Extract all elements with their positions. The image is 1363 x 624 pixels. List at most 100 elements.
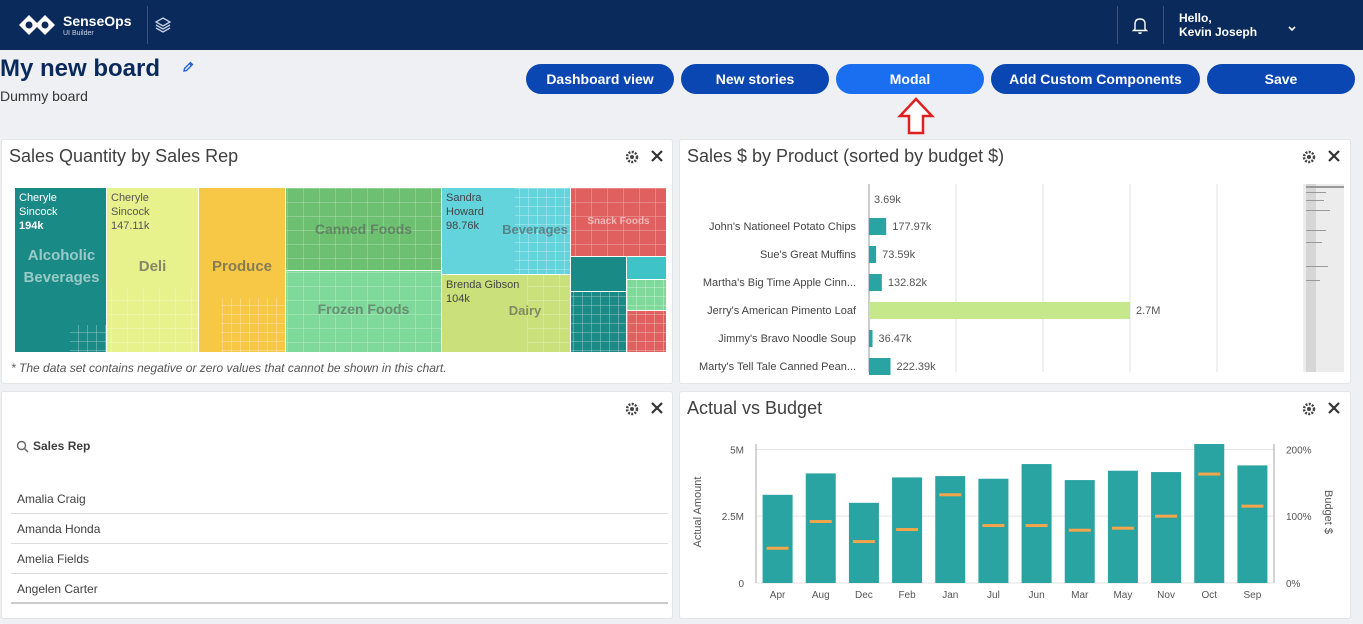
actual-bar (1194, 444, 1225, 583)
actual-bar (762, 494, 793, 583)
new-stories-button[interactable]: New stories (681, 64, 829, 94)
sales-by-product-chart: 3.69k John's Nationeel Potato Chips 177.9… (699, 184, 1344, 375)
panel-title: Actual vs Budget (687, 398, 823, 418)
senseops-logo-icon[interactable] (18, 13, 56, 37)
gear-icon[interactable] (625, 402, 639, 416)
gear-icon[interactable] (1302, 150, 1316, 164)
category-label: Jimmy's Bravo Noodle Soup (718, 333, 856, 345)
actual-bar (935, 476, 966, 583)
budget-marker (1198, 472, 1221, 476)
budget-marker (1111, 526, 1134, 530)
actual-bar (1237, 465, 1268, 583)
board-title: My new board (0, 55, 161, 82)
data-label: 36.47k (879, 333, 913, 345)
gear-icon[interactable] (1302, 402, 1316, 416)
actual-bar (805, 473, 836, 583)
y-tick-label: 0 (738, 579, 744, 590)
divider (147, 6, 148, 44)
data-label: 73.59k (882, 249, 916, 261)
dashboard-view-button[interactable]: Dashboard view (526, 64, 674, 94)
x-tick-label: Dec (855, 590, 873, 601)
actual-bar (1021, 464, 1052, 583)
user-name: Kevin Joseph (1179, 25, 1258, 39)
tm-category-dairy: Dairy (508, 303, 542, 318)
actual-vs-budget-panel: Actual vs Budget 0 0% 2.5M 100% 5M 200% Apr Aug… (679, 391, 1351, 619)
sales-by-product-panel: Sales $ by Product (sorted by budget $) … (679, 139, 1351, 384)
budget-marker (982, 524, 1005, 528)
close-icon[interactable] (649, 400, 665, 416)
y2-tick-label: 100% (1286, 512, 1312, 523)
chevron-down-icon[interactable] (1286, 24, 1298, 34)
y2-tick-label: 200% (1286, 445, 1312, 456)
notification-bell-icon[interactable] (1130, 15, 1150, 35)
save-button[interactable]: Save (1207, 64, 1355, 94)
search-icon (16, 440, 29, 453)
close-icon[interactable] (1326, 400, 1342, 416)
x-tick-label: Sep (1244, 590, 1262, 601)
gear-icon[interactable] (625, 150, 639, 164)
budget-marker (896, 528, 919, 532)
x-tick-label: Jun (1029, 590, 1045, 601)
greeting-text: Hello, (1179, 11, 1212, 25)
y2-axis-label: Budget $ (1322, 490, 1334, 534)
tm-category-beverages: Beverages (502, 222, 568, 237)
budget-marker (1155, 514, 1178, 518)
list-item[interactable]: Amanda Honda (11, 514, 668, 544)
budget-marker (1025, 524, 1048, 528)
x-tick-label: May (1113, 590, 1132, 601)
close-icon[interactable] (649, 148, 665, 164)
list-item[interactable]: Amelia Fields (11, 544, 668, 574)
data-label: 2.7M (1136, 305, 1160, 317)
add-custom-components-button[interactable]: Add Custom Components (991, 64, 1200, 94)
budget-marker (809, 520, 832, 524)
sales-rep-search[interactable]: Sales Rep (16, 439, 90, 453)
tm-cell-alcoholic (15, 188, 106, 352)
panel-title: Sales Quantity by Sales Rep (9, 146, 239, 166)
brand-subtitle: UI Builder (63, 30, 94, 37)
tm-category-deli: Deli (138, 258, 167, 275)
edit-pencil-icon[interactable] (181, 60, 195, 74)
x-tick-label: Aug (812, 590, 830, 601)
list-item[interactable]: Angelen Carter (11, 574, 668, 604)
budget-marker (766, 546, 789, 550)
budget-marker (939, 493, 962, 497)
tm-category-produce: Produce (211, 258, 272, 275)
list-item[interactable]: Amalia Craig (11, 484, 668, 514)
divider (1117, 6, 1118, 44)
user-greeting[interactable]: Hello, Kevin Joseph (1179, 11, 1257, 39)
budget-marker (1068, 528, 1091, 532)
search-label: Sales Rep (33, 439, 91, 453)
bar (869, 274, 882, 291)
bar (869, 302, 1130, 319)
actual-bar (1151, 472, 1182, 583)
close-icon[interactable] (1326, 148, 1342, 164)
bar-top-label: 3.69k (874, 194, 901, 206)
y-tick-label: 2.5M (722, 512, 744, 523)
treemap-note: * The data set contains negative or zero… (11, 361, 447, 375)
category-label: Martha's Big Time Apple Cinn... (703, 277, 856, 289)
x-tick-label: Jul (987, 590, 1000, 601)
tm-label-rep: Cheryle Sincock 147.11k (111, 192, 150, 232)
treemap-panel: Sales Quantity by Sales Rep (1, 139, 673, 384)
treemap-chart: Cheryle Sincock 194k Alcoholic Beverages … (15, 188, 666, 352)
data-label: 177.97k (892, 221, 932, 233)
layers-icon[interactable] (153, 15, 173, 35)
x-tick-label: Oct (1201, 590, 1217, 601)
tm-category-alcoholic: Alcoholic Beverages (23, 247, 100, 286)
bar (869, 330, 873, 347)
x-tick-label: Apr (770, 590, 786, 601)
tm-label-rep: Sandra Howard 98.76k (446, 192, 484, 232)
tm-category-snack: Snack Foods (587, 216, 650, 227)
actual-bar (978, 478, 1009, 583)
y-axis-label: Actual Amount (692, 477, 704, 548)
category-label: Sue's Great Muffins (760, 249, 857, 261)
modal-button[interactable]: Modal (836, 64, 984, 94)
scrollbar-thumb (1306, 184, 1316, 372)
minimap-bars (1306, 186, 1344, 281)
category-label: Jerry's American Pimento Loaf (707, 305, 857, 317)
tm-category-canned: Canned Foods (314, 221, 413, 237)
bar (869, 246, 877, 263)
actual-vs-budget-chart: 0 0% 2.5M 100% 5M 200% Apr Aug Dec Feb Jan Jul Jun Ma… (692, 444, 1334, 601)
y2-tick-label: 0% (1286, 579, 1301, 590)
x-tick-label: Mar (1071, 590, 1089, 601)
